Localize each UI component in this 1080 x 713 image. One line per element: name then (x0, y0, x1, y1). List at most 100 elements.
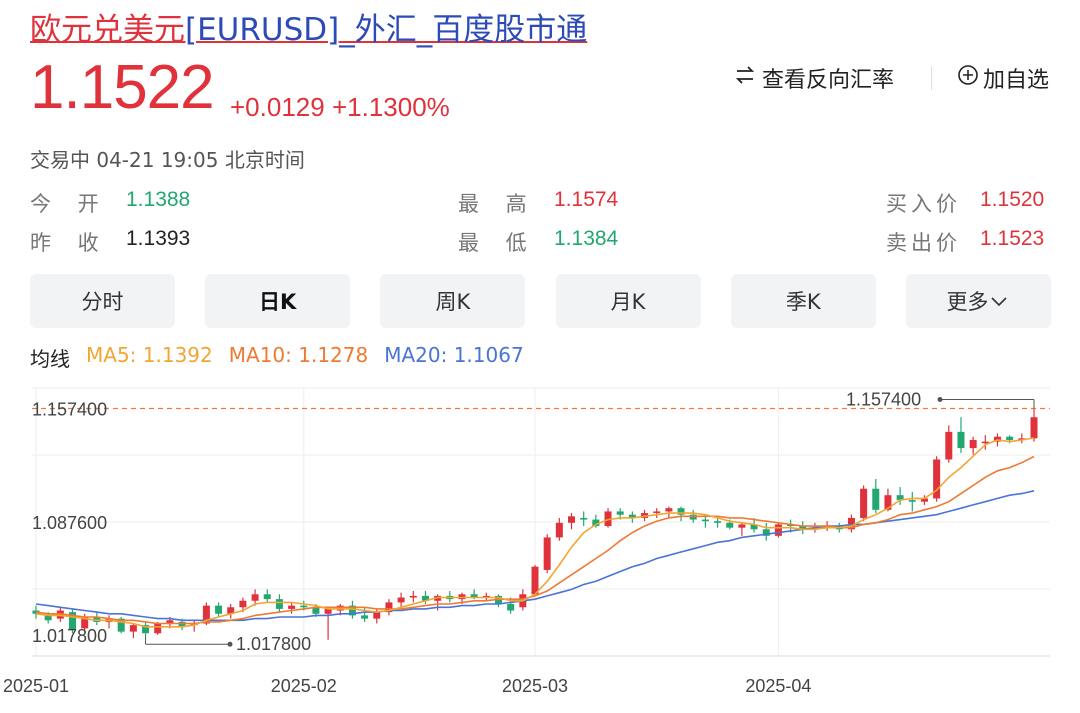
max-callout-label: 1.157400 (846, 389, 921, 409)
candle-body (434, 595, 442, 601)
candle-body (969, 439, 977, 449)
y-tick-label: 1.157400 (32, 399, 107, 419)
candle-body (774, 524, 782, 536)
min-callout-dot (227, 641, 233, 647)
ma5-line (35, 437, 1035, 628)
ma5-legend: MA5: 1.1392 (86, 343, 213, 367)
candle-body (227, 607, 235, 614)
trading-status: 交易中 04-21 19:05 北京时间 (30, 148, 305, 172)
chevron-down-icon (988, 289, 1010, 313)
divider (931, 66, 932, 90)
open-label: 今 开 (30, 192, 109, 216)
candle-body (616, 511, 624, 515)
candle-body (129, 625, 137, 632)
candle-body (1018, 438, 1026, 440)
candle-body (385, 602, 393, 613)
candle-body (860, 488, 868, 518)
candle-body (470, 594, 478, 598)
candle-body (409, 595, 417, 598)
candle-body (677, 508, 685, 515)
candle-body (142, 625, 150, 634)
title-prefix[interactable]: 欧元兑美元 (30, 12, 185, 48)
y-tick-label: 1.087600 (32, 513, 107, 533)
x-tick-label: 2025-01 (3, 676, 69, 696)
candle-body (701, 519, 709, 522)
x-tick-label: 2025-03 (502, 676, 568, 696)
candle-body (714, 521, 722, 523)
low-value: 1.1384 (554, 227, 619, 250)
candle-body (665, 508, 673, 512)
low-label: 最 低 (458, 231, 537, 255)
candle-body (981, 441, 989, 444)
candle-body (957, 431, 965, 449)
tab-quarterly-k[interactable]: 季K (730, 274, 876, 328)
ma-legend: 均线 MA5: 1.1392 MA10: 1.1278 MA20: 1.1067 (30, 343, 524, 372)
min-callout-label: 1.017800 (236, 634, 311, 654)
candle-body (166, 620, 174, 624)
x-tick-label: 2025-02 (271, 676, 337, 696)
reverse-rate-button[interactable]: 查看反向汇率 (734, 62, 894, 94)
candle-body (239, 600, 247, 608)
candle-body (738, 524, 746, 528)
change-percent: +1.1300% (331, 92, 450, 122)
price-change: +0.0129 +1.1300% (230, 92, 450, 123)
candle-body (653, 511, 661, 514)
candle-body (44, 615, 52, 621)
open-value: 1.1388 (126, 188, 191, 211)
candle-body (689, 514, 697, 520)
more-label: 更多 (946, 290, 989, 314)
ma20-legend: MA20: 1.1067 (384, 343, 524, 367)
current-price: 1.1522 (30, 53, 215, 122)
candle-body (154, 623, 162, 634)
candle-body (178, 621, 186, 627)
candle-body (884, 495, 892, 510)
add-favorite-button[interactable]: 加自选 (957, 62, 1049, 94)
max-callout-dot (937, 396, 943, 402)
candle-body (628, 514, 636, 518)
candle-body (908, 500, 916, 502)
title-suffix[interactable]: _外汇_百度股市通 (339, 12, 588, 48)
candle-body (288, 605, 296, 609)
tab-more[interactable]: 更多 (905, 274, 1051, 328)
candle-body (896, 495, 904, 501)
y-tick-label: 1.017800 (32, 626, 107, 646)
candle-body (263, 594, 271, 600)
candle-body (421, 595, 429, 601)
candle-body (568, 516, 576, 523)
candle-body (531, 566, 539, 595)
page-title[interactable]: 欧元兑美元[EURUSD]_外汇_百度股市通 (30, 4, 587, 49)
candle-body (324, 608, 332, 614)
title-code[interactable]: [EURUSD] (185, 12, 340, 48)
bid-value: 1.1520 (980, 188, 1045, 211)
tab-monthly-k[interactable]: 月K (555, 274, 701, 328)
bid-label: 买入价 (886, 192, 961, 216)
candle-body (762, 529, 770, 536)
candle-body (872, 488, 880, 510)
candle-body (750, 524, 758, 530)
kline-chart[interactable]: 1.157400 1.157400 1.087600 1.017800 1.017800… (0, 380, 1080, 713)
candle-body (787, 524, 795, 527)
candle-body (592, 519, 600, 527)
candle-body (93, 617, 101, 622)
candle-body (945, 431, 953, 460)
high-value: 1.1574 (554, 188, 619, 211)
change-value: +0.0129 (230, 92, 325, 122)
candle-body (933, 459, 941, 499)
candle-body (726, 522, 734, 528)
candle-body (555, 522, 563, 538)
tab-intraday[interactable]: 分时 (30, 274, 175, 328)
tab-daily-k[interactable]: 日K (205, 274, 351, 328)
candle-body (507, 604, 515, 611)
ask-label: 卖出价 (886, 231, 961, 255)
tab-weekly-k[interactable]: 周K (380, 274, 526, 328)
candle-body (117, 618, 125, 632)
candle-body (81, 617, 89, 629)
ask-value: 1.1523 (980, 227, 1045, 250)
candle-body (312, 607, 320, 614)
candle-body (348, 605, 356, 616)
candle-body (215, 605, 223, 614)
candle-body (604, 511, 612, 527)
candle-body (1006, 436, 1014, 440)
ma-label: 均线 (30, 347, 70, 371)
candle-body (300, 605, 308, 608)
